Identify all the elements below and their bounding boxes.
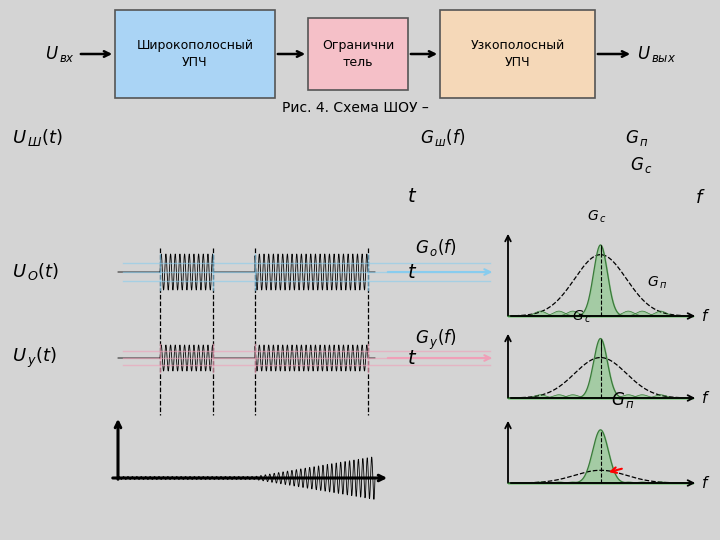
Text: $G_{\,y}(f)$: $G_{\,y}(f)$ xyxy=(415,328,456,352)
Text: $G_{\,ш}(f)$: $G_{\,ш}(f)$ xyxy=(420,127,465,149)
Text: $U_{\,вых}$: $U_{\,вых}$ xyxy=(637,44,676,64)
FancyBboxPatch shape xyxy=(308,18,408,90)
Text: Узкополосный
УПЧ: Узкополосный УПЧ xyxy=(470,39,564,69)
Text: $G_{\,c}$: $G_{\,c}$ xyxy=(587,208,606,225)
Text: $U_{\,вх}$: $U_{\,вх}$ xyxy=(45,44,75,64)
Text: $f$: $f$ xyxy=(701,390,711,406)
Text: $G_{\,o}(f)$: $G_{\,o}(f)$ xyxy=(415,238,456,259)
Text: $G_{\,c}$: $G_{\,c}$ xyxy=(630,155,653,175)
Text: $G_{\,п}$: $G_{\,п}$ xyxy=(611,390,634,410)
Text: $U_{\,Ш}(t)$: $U_{\,Ш}(t)$ xyxy=(12,127,63,149)
Text: Рис. 4. Схема ШОУ –: Рис. 4. Схема ШОУ – xyxy=(282,101,428,115)
Text: $U_{\,y}(t)$: $U_{\,y}(t)$ xyxy=(12,346,57,370)
Text: $G_{\,п}$: $G_{\,п}$ xyxy=(625,128,649,148)
Text: $f$: $f$ xyxy=(701,308,711,324)
Text: $t$: $t$ xyxy=(407,348,418,368)
FancyBboxPatch shape xyxy=(440,10,595,98)
Text: $f$: $f$ xyxy=(701,475,711,491)
Text: Широкополосный
УПЧ: Широкополосный УПЧ xyxy=(137,39,253,69)
Text: $G_{\,c}$: $G_{\,c}$ xyxy=(572,308,592,325)
Text: Огранични
тель: Огранични тель xyxy=(322,39,394,69)
FancyBboxPatch shape xyxy=(115,10,275,98)
Text: $t$: $t$ xyxy=(407,262,418,281)
Text: $U_{\,О}(t)$: $U_{\,О}(t)$ xyxy=(12,261,59,282)
Text: $t$: $t$ xyxy=(407,186,418,206)
Text: $G_{\,п}$: $G_{\,п}$ xyxy=(647,274,667,291)
Text: $f$: $f$ xyxy=(695,189,706,207)
